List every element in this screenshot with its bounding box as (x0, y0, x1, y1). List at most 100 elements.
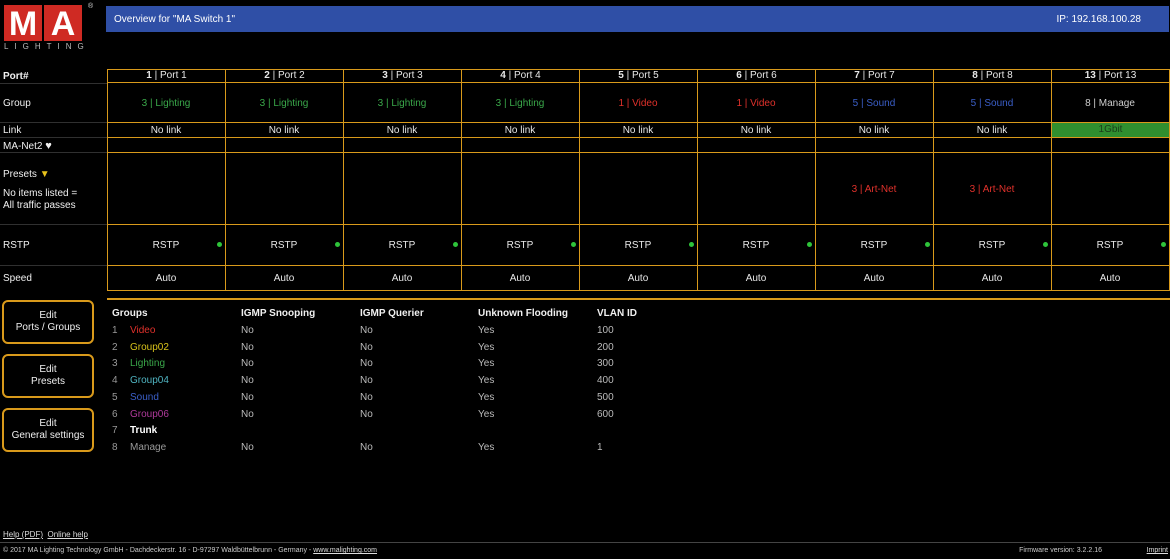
port-header: 6 | Port 6 (697, 69, 816, 83)
title-bar: Overview for "MA Switch 1" IP: 192.168.1… (106, 6, 1169, 32)
vlan-id-value: 400 (597, 375, 614, 387)
edit-general-settings-button[interactable]: Edit General settings (2, 408, 94, 452)
row-label-rstp: RSTP (3, 240, 30, 251)
group-number: 2 (112, 341, 118, 353)
online-help-link[interactable]: Online help (47, 530, 88, 539)
logo-letter-m: M (4, 5, 42, 43)
separator (0, 122, 107, 123)
grid-line (107, 122, 1170, 123)
port-rstp: RSTP (270, 240, 298, 251)
port-group[interactable]: 3 | Lighting (495, 98, 545, 109)
port-speed[interactable]: Auto (155, 273, 177, 284)
port-group[interactable]: 3 | Lighting (259, 98, 309, 109)
group-name[interactable]: Group04 (130, 375, 169, 387)
group-name[interactable]: Group02 (130, 341, 169, 353)
unknown-flooding-value: Yes (478, 358, 495, 370)
group-name[interactable]: Video (130, 325, 156, 336)
row-label-group: Group (3, 98, 31, 109)
group-name[interactable]: Manage (130, 441, 167, 453)
port-group[interactable]: 3 | Lighting (377, 98, 427, 109)
port-number: 2 (264, 70, 270, 81)
port-name: Port 1 (160, 70, 187, 81)
port-speed[interactable]: Auto (627, 273, 649, 284)
port-group[interactable]: 8 | Manage (1085, 98, 1135, 109)
website-link[interactable]: www.malighting.com (313, 547, 378, 554)
port-link-status: No link (150, 125, 182, 136)
port-rstp: RSTP (860, 240, 888, 251)
port-header: 13 | Port 13 (1051, 69, 1170, 83)
rstp-status-icon (807, 242, 812, 247)
grid-line (107, 265, 1170, 266)
group-number: 8 (112, 441, 118, 453)
port-name: Port 5 (632, 70, 659, 81)
port-rstp: RSTP (978, 240, 1006, 251)
group-name[interactable]: Lighting (130, 358, 166, 370)
port-preset[interactable]: 3 | Art-Net (851, 184, 897, 195)
igmp-snooping-value: No (241, 391, 254, 403)
row-label-presets: Presets ▼ (3, 169, 50, 180)
edit-ports-groups-button[interactable]: Edit Ports / Groups (2, 300, 94, 344)
port-group[interactable]: 1 | Video (618, 98, 658, 109)
igmp-snooping-value: No (241, 358, 254, 370)
port-rstp: RSTP (1096, 240, 1124, 251)
port-header: 2 | Port 2 (225, 69, 344, 83)
imprint-link[interactable]: Imprint (1147, 547, 1168, 554)
port-number: 3 (382, 70, 388, 81)
port-header: 4 | Port 4 (461, 69, 580, 83)
group-number: 7 (112, 425, 118, 437)
heart-icon[interactable]: ♥ (45, 140, 52, 152)
edit-presets-button[interactable]: Edit Presets (2, 354, 94, 398)
port-speed[interactable]: Auto (391, 273, 413, 284)
port-link-status: No link (740, 125, 772, 136)
port-speed[interactable]: Auto (273, 273, 295, 284)
group-number: 3 (377, 98, 384, 109)
port-number: 5 (618, 70, 624, 81)
row-label-link: Link (3, 125, 22, 136)
port-group[interactable]: 5 | Sound (970, 98, 1014, 109)
port-name: Port 4 (514, 70, 541, 81)
rstp-status-icon (571, 242, 576, 247)
row-label-manet: MA-Net2 ♥ (3, 140, 52, 152)
rstp-status-icon (217, 242, 222, 247)
igmp-querier-value: No (360, 391, 373, 403)
manet-label: MA-Net2 (3, 141, 43, 152)
ma-lighting-logo: M A LIGHTING ® (4, 3, 93, 55)
port-speed[interactable]: Auto (863, 273, 885, 284)
port-group[interactable]: 3 | Lighting (141, 98, 191, 109)
group-name[interactable]: Group06 (130, 408, 169, 420)
button-label: Edit (39, 364, 57, 375)
vlan-id-value: 300 (597, 358, 614, 370)
group-number: 3 (141, 98, 148, 109)
vlan-id-value: 200 (597, 341, 614, 353)
group-number: 6 (112, 408, 118, 420)
port-speed[interactable]: Auto (981, 273, 1003, 284)
port-group[interactable]: 5 | Sound (852, 98, 896, 109)
port-name: Port 2 (278, 70, 305, 81)
button-label: Edit (39, 418, 57, 429)
port-speed[interactable]: Auto (509, 273, 531, 284)
port-number: 4 (500, 70, 506, 81)
ip-address: IP: 192.168.100.28 (1056, 14, 1141, 25)
help-pdf-link[interactable]: Help (PDF) (3, 530, 44, 539)
port-speed[interactable]: Auto (745, 273, 767, 284)
grid-line (343, 83, 344, 291)
rstp-status-icon (1043, 242, 1048, 247)
separator (0, 137, 107, 138)
filter-icon[interactable]: ▼ (39, 169, 50, 180)
row-label-port: Port# (3, 71, 29, 82)
port-speed[interactable]: Auto (1099, 273, 1121, 284)
separator (0, 224, 107, 225)
vlan-id-value: 500 (597, 391, 614, 403)
unknown-flooding-value: Yes (478, 341, 495, 353)
row-label-speed: Speed (3, 273, 32, 284)
group-name[interactable]: Sound (130, 391, 159, 403)
port-rstp: RSTP (506, 240, 534, 251)
group-name[interactable]: Trunk (130, 425, 158, 437)
vlan-id-value: 100 (597, 325, 614, 336)
port-group[interactable]: 1 | Video (736, 98, 776, 109)
grid-line (1051, 83, 1052, 291)
port-rstp: RSTP (624, 240, 652, 251)
igmp-snooping-value: No (241, 408, 254, 420)
group-name: Lighting (391, 98, 427, 109)
port-preset[interactable]: 3 | Art-Net (969, 184, 1015, 195)
